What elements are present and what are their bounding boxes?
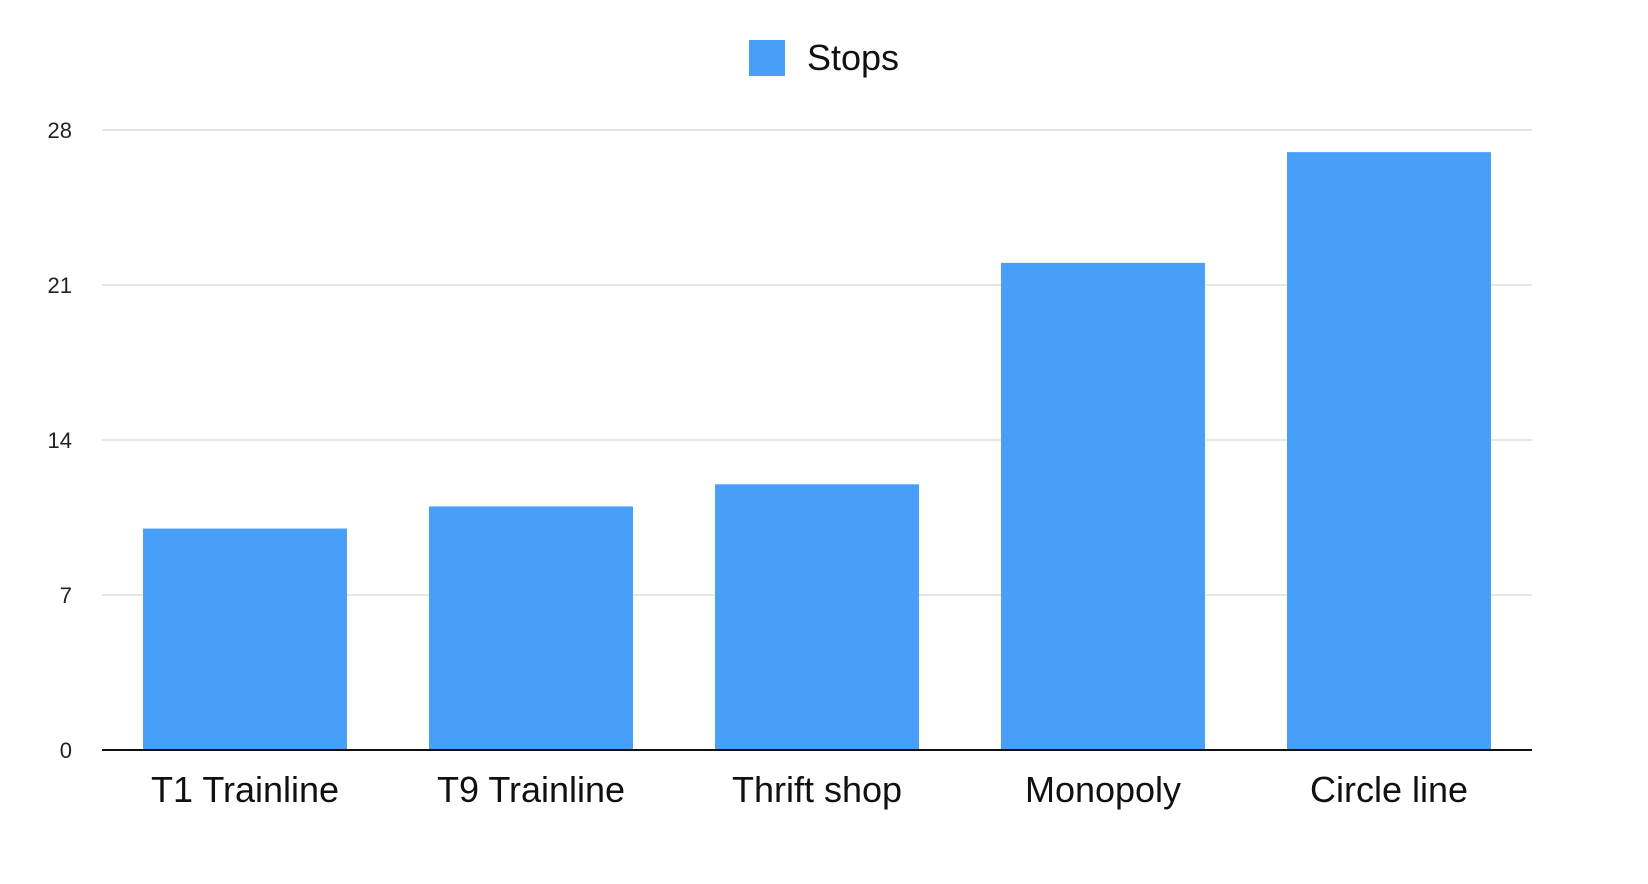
y-tick-label: 0 (60, 738, 72, 763)
bar-thrift-shop (715, 484, 919, 750)
x-tick-label: T1 Trainline (151, 769, 339, 810)
x-tick-label: Monopoly (1025, 769, 1181, 810)
legend-swatch-stops (748, 40, 785, 76)
bar-monopoly (1001, 262, 1205, 750)
legend-label-stops: Stops (806, 37, 900, 78)
y-tick-labels: 0 7 14 21 28 (48, 118, 72, 763)
x-tick-label: T9 Trainline (437, 769, 625, 810)
y-tick-label: 28 (48, 118, 72, 143)
y-tick-label: 21 (48, 273, 72, 298)
x-tick-label: Circle line (1310, 769, 1468, 810)
y-tick-label: 14 (48, 428, 72, 453)
bar-t1-trainline (143, 528, 347, 750)
x-tick-labels: T1 Trainline T9 Trainline Thrift shop Monop… (151, 769, 1468, 810)
chart-legend: Stops (0, 36, 1648, 80)
bar-circle-line (1287, 152, 1491, 751)
bar-t9-trainline (429, 506, 633, 750)
y-tick-label: 7 (60, 583, 72, 608)
bars (143, 152, 1491, 751)
x-tick-label: Thrift shop (732, 769, 902, 810)
